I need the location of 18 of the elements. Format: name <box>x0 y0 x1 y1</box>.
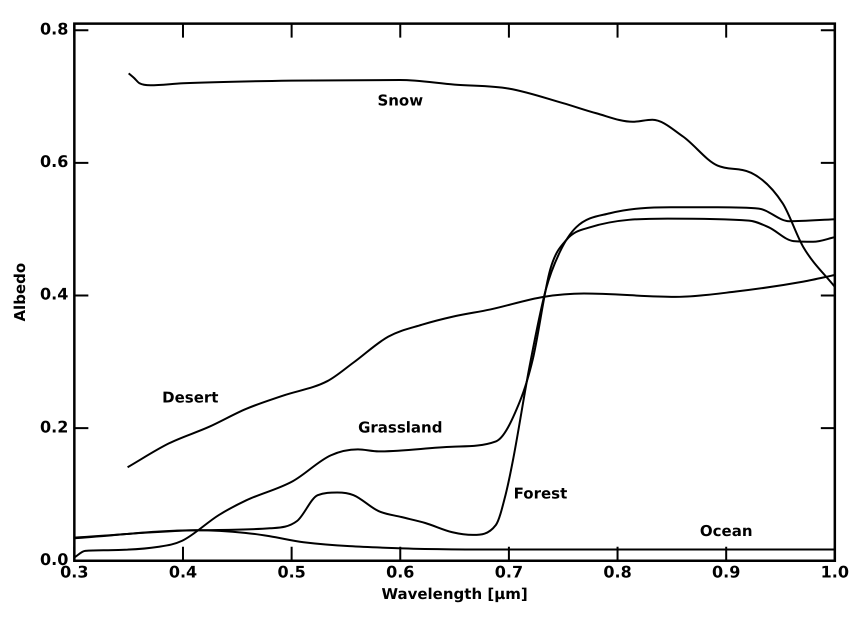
x-tick-label: 0.8 <box>603 562 632 582</box>
x-tick-label: 0.9 <box>712 562 740 582</box>
annotation: Snow <box>377 91 424 110</box>
x-tick-label: 0.6 <box>386 562 414 582</box>
x-tick-label: 1.0 <box>820 562 849 582</box>
x-axis-title: Wavelength [μm] <box>381 584 528 603</box>
annotation: Ocean <box>700 522 752 540</box>
y-tick-label: 0.4 <box>40 284 68 304</box>
x-tick-label: 0.4 <box>168 562 198 582</box>
x-tick-label: 0.5 <box>277 562 306 582</box>
annotation: Forest <box>514 484 568 502</box>
y-tick-label: 0.6 <box>40 152 68 172</box>
y-tick-label: 0.8 <box>40 19 68 38</box>
y-tick-label: 0.2 <box>40 417 68 436</box>
x-tick-label: 0.7 <box>494 562 524 582</box>
y-axis-title: Albedo <box>10 262 29 322</box>
annotation: Desert <box>162 388 218 407</box>
annotation: Grassland <box>358 418 442 436</box>
